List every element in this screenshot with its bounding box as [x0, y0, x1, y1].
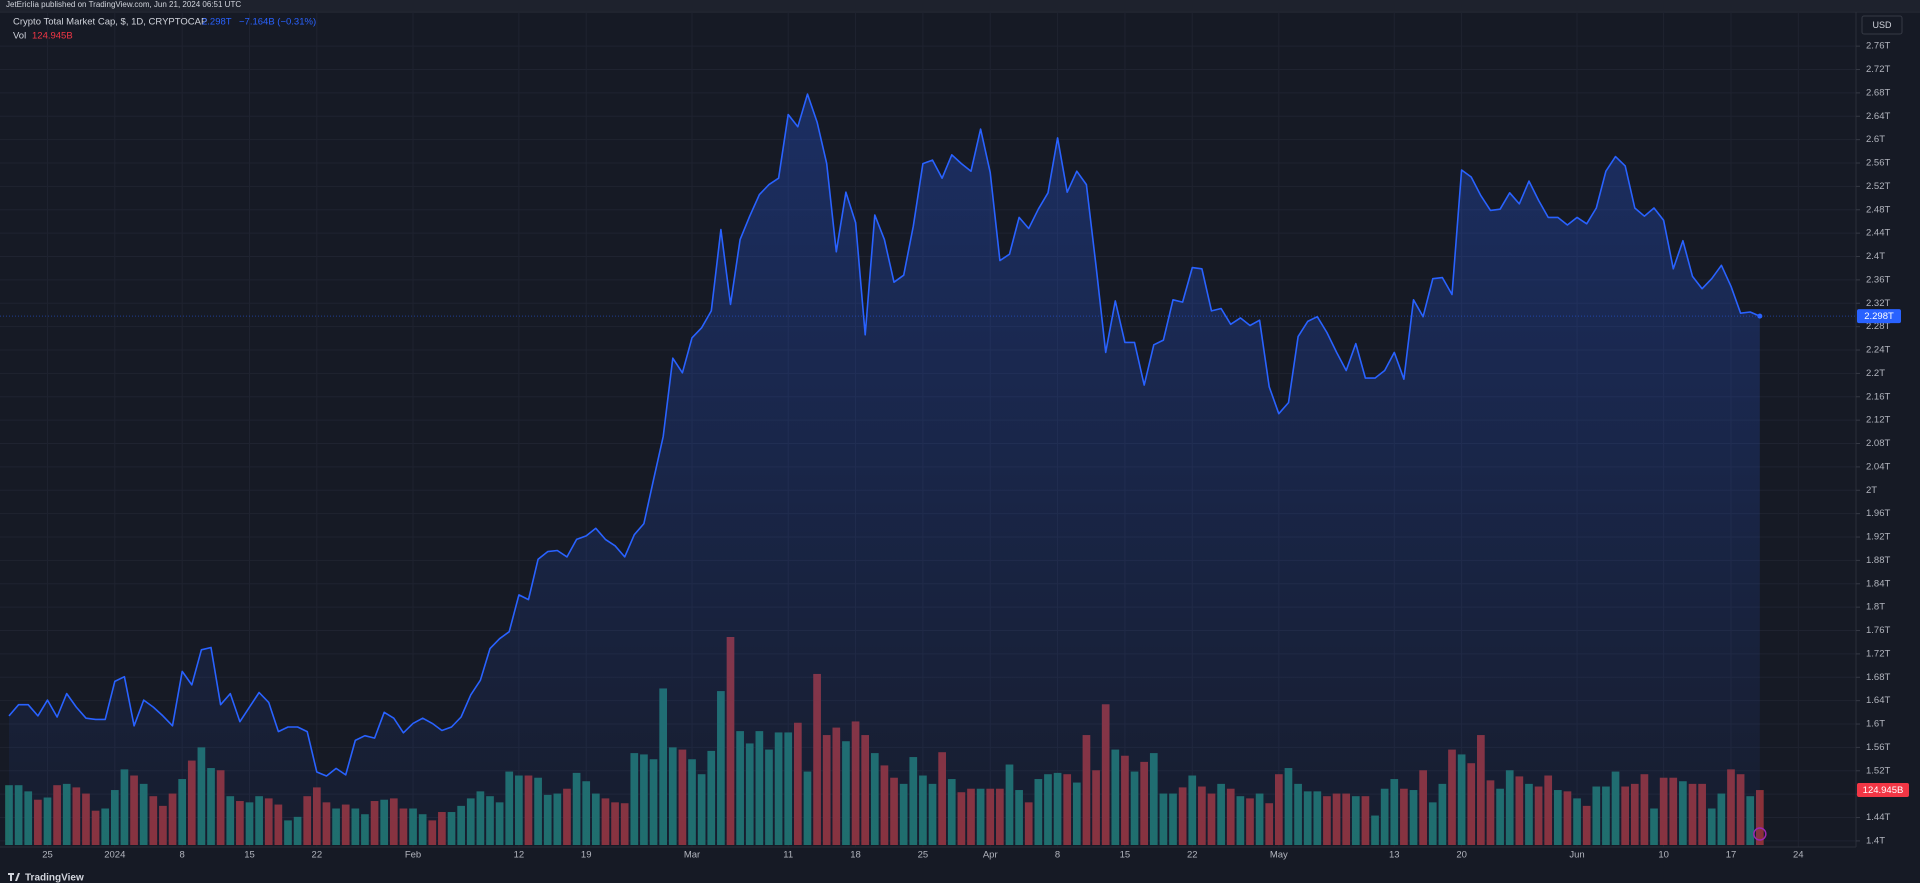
price-layer — [0, 93, 1856, 846]
x-tick-label: 15 — [1120, 850, 1131, 861]
y-tick-label: 1.52T — [1866, 765, 1890, 776]
axes: 1.4T1.44T1.48T1.52T1.56T1.6T1.64T1.68T1.… — [42, 41, 1909, 861]
volume-badge-label: 124.945B — [1863, 785, 1904, 796]
volume-bar — [1755, 790, 1764, 845]
y-tick-label: 2.36T — [1866, 274, 1890, 285]
y-tick-label: 1.8T — [1866, 602, 1885, 613]
y-tick-label: 2.68T — [1866, 87, 1890, 98]
y-tick-label: 1.4T — [1866, 835, 1885, 846]
legend-volume: 124.945B — [32, 31, 73, 42]
x-tick-label: 8 — [180, 850, 185, 861]
volume-title: Vol — [13, 31, 26, 42]
y-tick-label: 1.56T — [1866, 742, 1890, 753]
replay-icon — [1753, 827, 1767, 841]
y-tick-label: 2.64T — [1866, 111, 1890, 122]
volume-badge — [1857, 783, 1909, 798]
y-tick-label: 2.2T — [1866, 368, 1885, 379]
x-tick-label: 19 — [581, 850, 592, 861]
y-tick-label: 2.08T — [1866, 438, 1890, 449]
x-tick-label: 25 — [918, 850, 929, 861]
x-tick-label: 25 — [42, 850, 53, 861]
y-tick-label: 2.4T — [1866, 251, 1885, 262]
y-tick-label: 2.76T — [1866, 41, 1890, 52]
x-tick-label: 22 — [312, 850, 323, 861]
x-tick-label: 15 — [244, 850, 255, 861]
price-badge — [1857, 309, 1901, 324]
footer-logo: TradingView — [8, 873, 84, 883]
y-tick-label: 2.48T — [1866, 204, 1890, 215]
x-tick-label: Mar — [684, 850, 700, 861]
y-tick-label: 2.52T — [1866, 181, 1890, 192]
currency: USD — [1872, 20, 1892, 30]
y-tick-label: 1.88T — [1866, 555, 1890, 566]
x-tick-label: 24 — [1793, 850, 1804, 861]
y-tick-label: 2.04T — [1866, 461, 1890, 472]
legend-price: 2.298T — [202, 17, 232, 28]
y-tick-label: 1.6T — [1866, 719, 1885, 730]
y-tick-label: 1.84T — [1866, 578, 1890, 589]
price-badge-label: 2.298T — [1864, 311, 1894, 322]
x-tick-label: 13 — [1389, 850, 1400, 861]
y-tick-label: 1.64T — [1866, 695, 1890, 706]
symbol-title: Crypto Total Market Cap, $, 1D, CRYPTOCA… — [13, 17, 207, 28]
x-tick-label: 18 — [850, 850, 861, 861]
x-tick-label: 12 — [514, 850, 525, 861]
y-tick-label: 2.72T — [1866, 64, 1890, 75]
publisher: JetEricIia published on TradingView.com,… — [6, 0, 241, 9]
y-tick-label: 2.28T — [1866, 321, 1890, 332]
x-tick-label: 17 — [1726, 850, 1737, 861]
x-tick-label: 20 — [1456, 850, 1467, 861]
y-tick-label: 1.44T — [1866, 812, 1890, 823]
y-tick-label: 1.72T — [1866, 648, 1890, 659]
x-tick-label: May — [1270, 850, 1288, 861]
x-tick-label: 10 — [1658, 850, 1669, 861]
y-tick-label: 2.6T — [1866, 134, 1885, 145]
x-tick-label: Apr — [983, 850, 998, 861]
y-tick-label: 2.12T — [1866, 415, 1890, 426]
y-tick-label: 2T — [1866, 485, 1877, 496]
footer-brand: TradingView — [25, 873, 84, 883]
y-tick-label: 1.76T — [1866, 625, 1890, 636]
y-tick-label: 1.96T — [1866, 508, 1890, 519]
x-tick-label: 2024 — [104, 850, 125, 861]
y-tick-label: 2.44T — [1866, 228, 1890, 239]
y-tick-label: 2.24T — [1866, 345, 1890, 356]
x-tick-label: 8 — [1055, 850, 1060, 861]
y-tick-label: 2.32T — [1866, 298, 1890, 309]
x-tick-label: Jun — [1569, 850, 1584, 861]
x-tick-label: 22 — [1187, 850, 1198, 861]
y-tick-label: 1.68T — [1866, 672, 1890, 683]
y-tick-label: 1.92T — [1866, 532, 1890, 543]
last-point — [1757, 313, 1763, 319]
price-line — [8, 93, 1761, 777]
y-tick-label: 2.16T — [1866, 391, 1890, 402]
price-area — [9, 94, 1760, 846]
currency-button[interactable] — [1861, 15, 1903, 35]
x-tick-label: 11 — [783, 850, 793, 861]
y-tick-label: 2.56T — [1866, 158, 1890, 169]
publish-bar — [0, 0, 1920, 11]
legend-change: −7.164B (−0.31%) — [239, 17, 316, 28]
x-tick-label: Feb — [405, 850, 421, 861]
